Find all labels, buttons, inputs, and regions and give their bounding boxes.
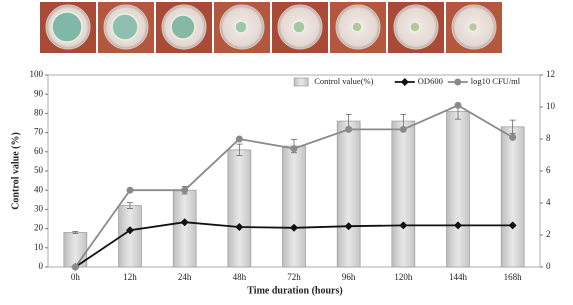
- point: [399, 125, 407, 133]
- y-tick-label: 80: [34, 107, 44, 117]
- bar: [336, 120, 361, 268]
- point: [454, 101, 462, 109]
- y-tick-label: 50: [34, 165, 44, 175]
- point: [235, 223, 244, 231]
- bar: [172, 189, 197, 268]
- bar: [500, 126, 525, 268]
- error-bar: [236, 143, 243, 157]
- y-axis-title: Control value (%): [10, 132, 21, 210]
- legend-label: Control value(%): [314, 76, 373, 86]
- colony: [111, 13, 139, 41]
- y2-tick-label: 2: [546, 229, 551, 239]
- colony: [51, 11, 83, 43]
- point: [181, 186, 189, 194]
- x-tick-label: 24h: [178, 272, 192, 282]
- y2-tick-label: 6: [546, 165, 551, 175]
- y2-tick-label: 0: [546, 261, 551, 271]
- x-tick-label: 120h: [394, 272, 413, 282]
- y-tick-label: 100: [30, 69, 44, 79]
- legend: Control value(%) OD600 log10 CFU/ml: [293, 76, 521, 87]
- point: [71, 263, 79, 271]
- point: [235, 135, 243, 143]
- legend-marker: [400, 78, 409, 86]
- point: [290, 223, 298, 232]
- point: [399, 221, 408, 230]
- bar: [282, 145, 306, 268]
- point: [126, 226, 134, 235]
- petri-dish-photos: [40, 2, 502, 53]
- y-tick-label: 20: [34, 223, 44, 233]
- y2-tick-label: 10: [546, 101, 556, 111]
- point: [345, 125, 353, 133]
- x-tick-label: 48h: [233, 272, 247, 282]
- x-tick-label: 168h: [504, 272, 523, 282]
- colony: [170, 14, 196, 40]
- point: [290, 145, 298, 153]
- colony: [467, 21, 479, 33]
- x-tick-label: 0h: [71, 272, 81, 282]
- x-tick-label: 12h: [123, 272, 137, 282]
- error-bar: [509, 119, 516, 134]
- legend-swatch: [293, 77, 309, 87]
- y-tick-label: 70: [34, 127, 44, 137]
- x-tick-label: 96h: [342, 272, 356, 282]
- x-axis-title: Time duration (hours): [247, 285, 342, 296]
- y2-tick-label: 12: [546, 69, 555, 79]
- legend-label: log10 CFU/ml: [471, 76, 521, 86]
- point: [509, 133, 517, 141]
- y-tick-label: 60: [34, 146, 44, 156]
- legend-label: OD600: [418, 76, 443, 86]
- y-tick-label: 30: [34, 203, 44, 213]
- x-tick-label: 144h: [449, 272, 468, 282]
- point: [454, 221, 462, 230]
- colony: [409, 21, 421, 33]
- x-tick-label: 72h: [287, 272, 301, 282]
- legend-marker: [454, 78, 462, 86]
- bar: [227, 149, 252, 268]
- y-tick-label: 90: [34, 88, 44, 98]
- bar: [446, 111, 470, 268]
- point: [180, 218, 189, 227]
- y2-tick-label: 8: [546, 133, 551, 143]
- point: [344, 222, 353, 231]
- y2-tick-label: 4: [546, 197, 551, 207]
- colony: [292, 20, 306, 34]
- y-tick-label: 0: [39, 261, 44, 271]
- colony: [351, 21, 363, 33]
- point: [508, 221, 517, 230]
- y-tick-label: 40: [34, 184, 44, 194]
- y-tick-label: 10: [34, 242, 44, 252]
- colony: [234, 20, 248, 34]
- error-bar: [127, 202, 133, 209]
- error-bar: [72, 231, 79, 234]
- point: [126, 186, 134, 194]
- bar: [391, 120, 416, 268]
